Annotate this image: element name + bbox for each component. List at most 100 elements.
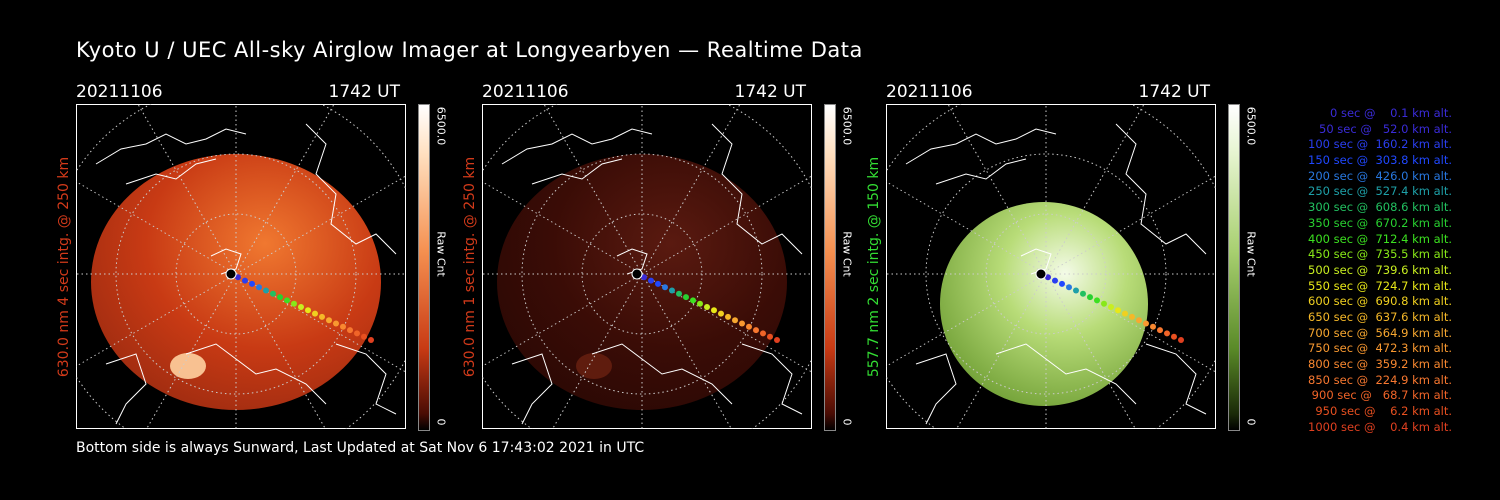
coastline: [935, 158, 1027, 185]
trajectory-point: [347, 327, 353, 334]
trajectory-point: [718, 310, 724, 317]
trajectory-point: [368, 337, 374, 343]
coastline: [501, 128, 653, 165]
allsky-image: [886, 104, 1216, 429]
panel-time: 1742 UT: [734, 82, 807, 102]
trajectory-point: [655, 280, 661, 287]
legend-item: 700 sec @ 564.9 km alt.: [1304, 325, 1452, 340]
station-marker: [631, 268, 643, 280]
allsky-panel-1: 20211106 1742 UT 630.0 nm 4 sec intg. @ 2…: [56, 82, 448, 432]
trajectory-point: [312, 310, 318, 317]
trajectory-point: [284, 297, 290, 304]
trajectory-point: [333, 320, 339, 327]
panel-ylabel: 630.0 nm 1 sec intg. @ 250 km: [462, 156, 478, 377]
allsky-panel-2: 20211106 1742 UT 630.0 nm 1 sec intg. @ 2…: [462, 82, 854, 432]
legend-item: 350 sec @ 670.2 km alt.: [1304, 215, 1452, 230]
coastline: [995, 343, 1137, 405]
coastline: [741, 343, 803, 415]
trajectory-point: [1080, 290, 1086, 297]
grid-circle: [521, 153, 763, 395]
footer-status: Bottom side is always Sunward, Last Upda…: [76, 440, 645, 456]
colorbar-max: 6500.0: [434, 106, 448, 146]
trajectory-point: [1115, 307, 1121, 314]
trajectory-point: [319, 313, 325, 320]
trajectory-point: [739, 320, 745, 327]
trajectory-point: [704, 304, 710, 310]
legend-item: 750 sec @ 472.3 km alt.: [1304, 341, 1452, 356]
trajectory-point: [305, 307, 311, 314]
coastline: [711, 123, 803, 255]
trajectory-point: [1087, 294, 1093, 301]
page-title: Kyoto U / UEC All-sky Airglow Imager at …: [76, 38, 863, 62]
colorbar: [824, 104, 836, 431]
coastline: [125, 158, 217, 185]
trajectory-point: [242, 277, 248, 284]
trajectory-point: [641, 274, 647, 281]
trajectory-point: [1150, 323, 1156, 330]
coastline: [915, 353, 957, 425]
colorbar-max: 6500.0: [1244, 106, 1258, 146]
colorbar-unit: Raw Cnt: [434, 231, 448, 277]
coastline: [511, 353, 553, 425]
panel-date: 20211106: [76, 82, 163, 102]
coastline: [185, 343, 327, 405]
trajectory-point: [746, 323, 752, 330]
coastline: [531, 158, 623, 185]
coastline: [1145, 343, 1207, 415]
trajectory-point: [1157, 327, 1163, 334]
legend-item: 250 sec @ 527.4 km alt.: [1304, 184, 1452, 199]
legend-item: 500 sec @ 739.6 km alt.: [1304, 262, 1452, 277]
trajectory-point: [683, 294, 689, 301]
trajectory-point: [340, 323, 346, 330]
legend-item: 100 sec @ 160.2 km alt.: [1304, 137, 1452, 152]
trajectory-point: [1171, 333, 1177, 340]
trajectory-point: [1101, 300, 1107, 307]
trajectory-point: [676, 290, 682, 297]
trajectory-point: [1143, 320, 1149, 327]
legend-item: 900 sec @ 68.7 km alt.: [1308, 388, 1452, 403]
legend-item: 600 sec @ 690.8 km alt.: [1304, 294, 1452, 309]
trajectory-point: [669, 287, 675, 294]
coastline: [905, 128, 1057, 165]
coastline: [95, 128, 247, 165]
station-marker: [1035, 268, 1047, 280]
legend-item: 850 sec @ 224.9 km alt.: [1304, 372, 1452, 387]
legend-item: 50 sec @ 52.0 km alt.: [1311, 121, 1452, 136]
colorbar-unit: Raw Cnt: [1244, 231, 1258, 277]
panel-date: 20211106: [886, 82, 973, 102]
trajectory-point: [1178, 337, 1184, 343]
coastline: [105, 353, 147, 425]
colorbar-min: 0: [434, 418, 448, 426]
trajectory-point: [1094, 297, 1100, 304]
trajectory-point: [1073, 287, 1079, 294]
trajectory-point: [326, 317, 332, 324]
coastline: [1115, 123, 1207, 255]
trajectory-point: [760, 330, 766, 337]
legend-item: 0 sec @ 0.1 km alt.: [1319, 106, 1452, 120]
trajectory-point: [263, 287, 269, 294]
trajectory-point: [1122, 310, 1128, 317]
panel-time: 1742 UT: [1138, 82, 1211, 102]
legend-item: 450 sec @ 735.5 km alt.: [1304, 247, 1452, 262]
trajectory-point: [732, 317, 738, 324]
legend-item: 200 sec @ 426.0 km alt.: [1304, 168, 1452, 183]
colorbar: [418, 104, 430, 431]
legend-item: 550 sec @ 724.7 km alt.: [1304, 278, 1452, 293]
trajectory-legend: 0 sec @ 0.1 km alt. 50 sec @ 52.0 km alt…: [1262, 106, 1452, 435]
trajectory-point: [725, 313, 731, 320]
allsky-panel-3: 20211106 1742 UT 557.7 nm 2 sec intg. @ 1…: [866, 82, 1258, 432]
trajectory-point: [662, 284, 668, 291]
trajectory-point: [256, 284, 262, 291]
trajectory-point: [1059, 280, 1065, 287]
trajectory-point: [767, 333, 773, 340]
sky-disk: [497, 154, 787, 410]
coastline: [591, 343, 733, 405]
grid-circle: [115, 153, 357, 395]
trajectory-point: [774, 337, 780, 343]
coastline: [335, 343, 397, 415]
trajectory-point: [753, 327, 759, 334]
panel-ylabel: 557.7 nm 2 sec intg. @ 150 km: [866, 156, 882, 377]
trajectory-point: [277, 294, 283, 301]
trajectory-point: [291, 300, 297, 307]
grid-circle: [925, 153, 1167, 395]
